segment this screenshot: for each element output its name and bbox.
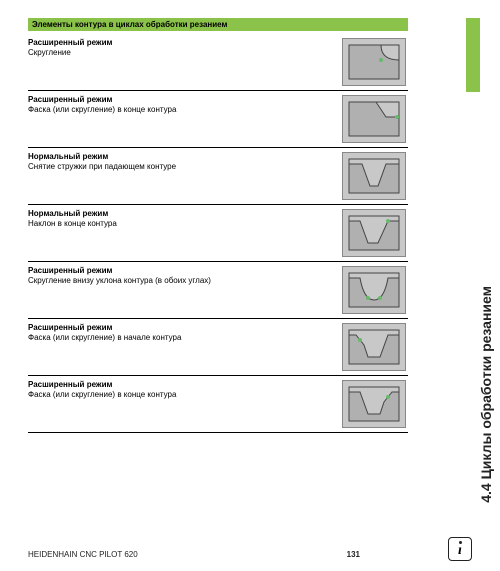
- mode-label: Расширенный режим: [28, 380, 332, 390]
- contour-icon: [342, 209, 406, 257]
- mode-label: Расширенный режим: [28, 323, 332, 333]
- table-row: Нормальный режим Снятие стружки при пада…: [28, 148, 408, 205]
- icon-col: [340, 38, 408, 86]
- desc-label: Фаска (или скругление) в начале контура: [28, 333, 332, 343]
- text-col: Расширенный режим Скругление внизу уклон…: [28, 266, 340, 285]
- rows-container: Расширенный режим Скругление Расширенный…: [28, 34, 408, 433]
- table-row: Расширенный режим Скругление внизу уклон…: [28, 262, 408, 319]
- desc-label: Наклон в конце контура: [28, 219, 332, 229]
- footer: HEIDENHAIN CNC PILOT 620 131: [28, 550, 360, 559]
- mode-label: Расширенный режим: [28, 38, 332, 48]
- icon-col: [340, 152, 408, 200]
- contour-icon: [342, 323, 406, 371]
- table-row: Расширенный режим Фаска (или скругление)…: [28, 376, 408, 433]
- desc-label: Фаска (или скругление) в конце контура: [28, 105, 332, 115]
- desc-label: Скругление внизу уклона контура (в обоих…: [28, 276, 332, 286]
- contour-icon: [342, 266, 406, 314]
- table-row: Расширенный режим Скругление: [28, 34, 408, 91]
- info-icon: ı: [448, 537, 472, 561]
- contour-icon: [342, 152, 406, 200]
- icon-col: [340, 323, 408, 371]
- mode-label: Расширенный режим: [28, 95, 332, 105]
- footer-page: 131: [347, 550, 360, 559]
- footer-product: HEIDENHAIN CNC PILOT 620: [28, 550, 138, 559]
- mode-label: Расширенный режим: [28, 266, 332, 276]
- section-title: 4.4 Циклы обработки резанием: [478, 286, 494, 503]
- text-col: Расширенный режим Фаска (или скругление)…: [28, 380, 340, 399]
- contour-icon: [342, 380, 406, 428]
- side-tab: 4.4 Циклы обработки резанием: [430, 0, 500, 571]
- table-header: Элементы контура в циклах обработки реза…: [28, 18, 408, 31]
- icon-col: [340, 380, 408, 428]
- icon-col: [340, 95, 408, 143]
- mode-label: Нормальный режим: [28, 209, 332, 219]
- table-row: Расширенный режим Фаска (или скругление)…: [28, 319, 408, 376]
- table-row: Расширенный режим Фаска (или скругление)…: [28, 91, 408, 148]
- contour-icon: [342, 95, 406, 143]
- contour-icon: [342, 38, 406, 86]
- text-col: Расширенный режим Фаска (или скругление)…: [28, 95, 340, 114]
- mode-label: Нормальный режим: [28, 152, 332, 162]
- desc-label: Скругление: [28, 48, 332, 58]
- icon-col: [340, 209, 408, 257]
- side-green-bar: [466, 18, 480, 92]
- text-col: Нормальный режим Снятие стружки при пада…: [28, 152, 340, 171]
- text-col: Расширенный режим Фаска (или скругление)…: [28, 323, 340, 342]
- page: Элементы контура в циклах обработки реза…: [0, 0, 430, 571]
- icon-col: [340, 266, 408, 314]
- text-col: Нормальный режим Наклон в конце контура: [28, 209, 340, 228]
- table-row: Нормальный режим Наклон в конце контура: [28, 205, 408, 262]
- desc-label: Фаска (или скругление) в конце контура: [28, 390, 332, 400]
- text-col: Расширенный режим Скругление: [28, 38, 340, 57]
- desc-label: Снятие стружки при падающем контуре: [28, 162, 332, 172]
